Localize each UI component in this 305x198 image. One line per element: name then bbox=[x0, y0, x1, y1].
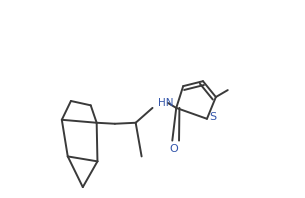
Text: O: O bbox=[170, 144, 178, 154]
Text: HN: HN bbox=[158, 98, 174, 108]
Text: S: S bbox=[209, 112, 217, 122]
